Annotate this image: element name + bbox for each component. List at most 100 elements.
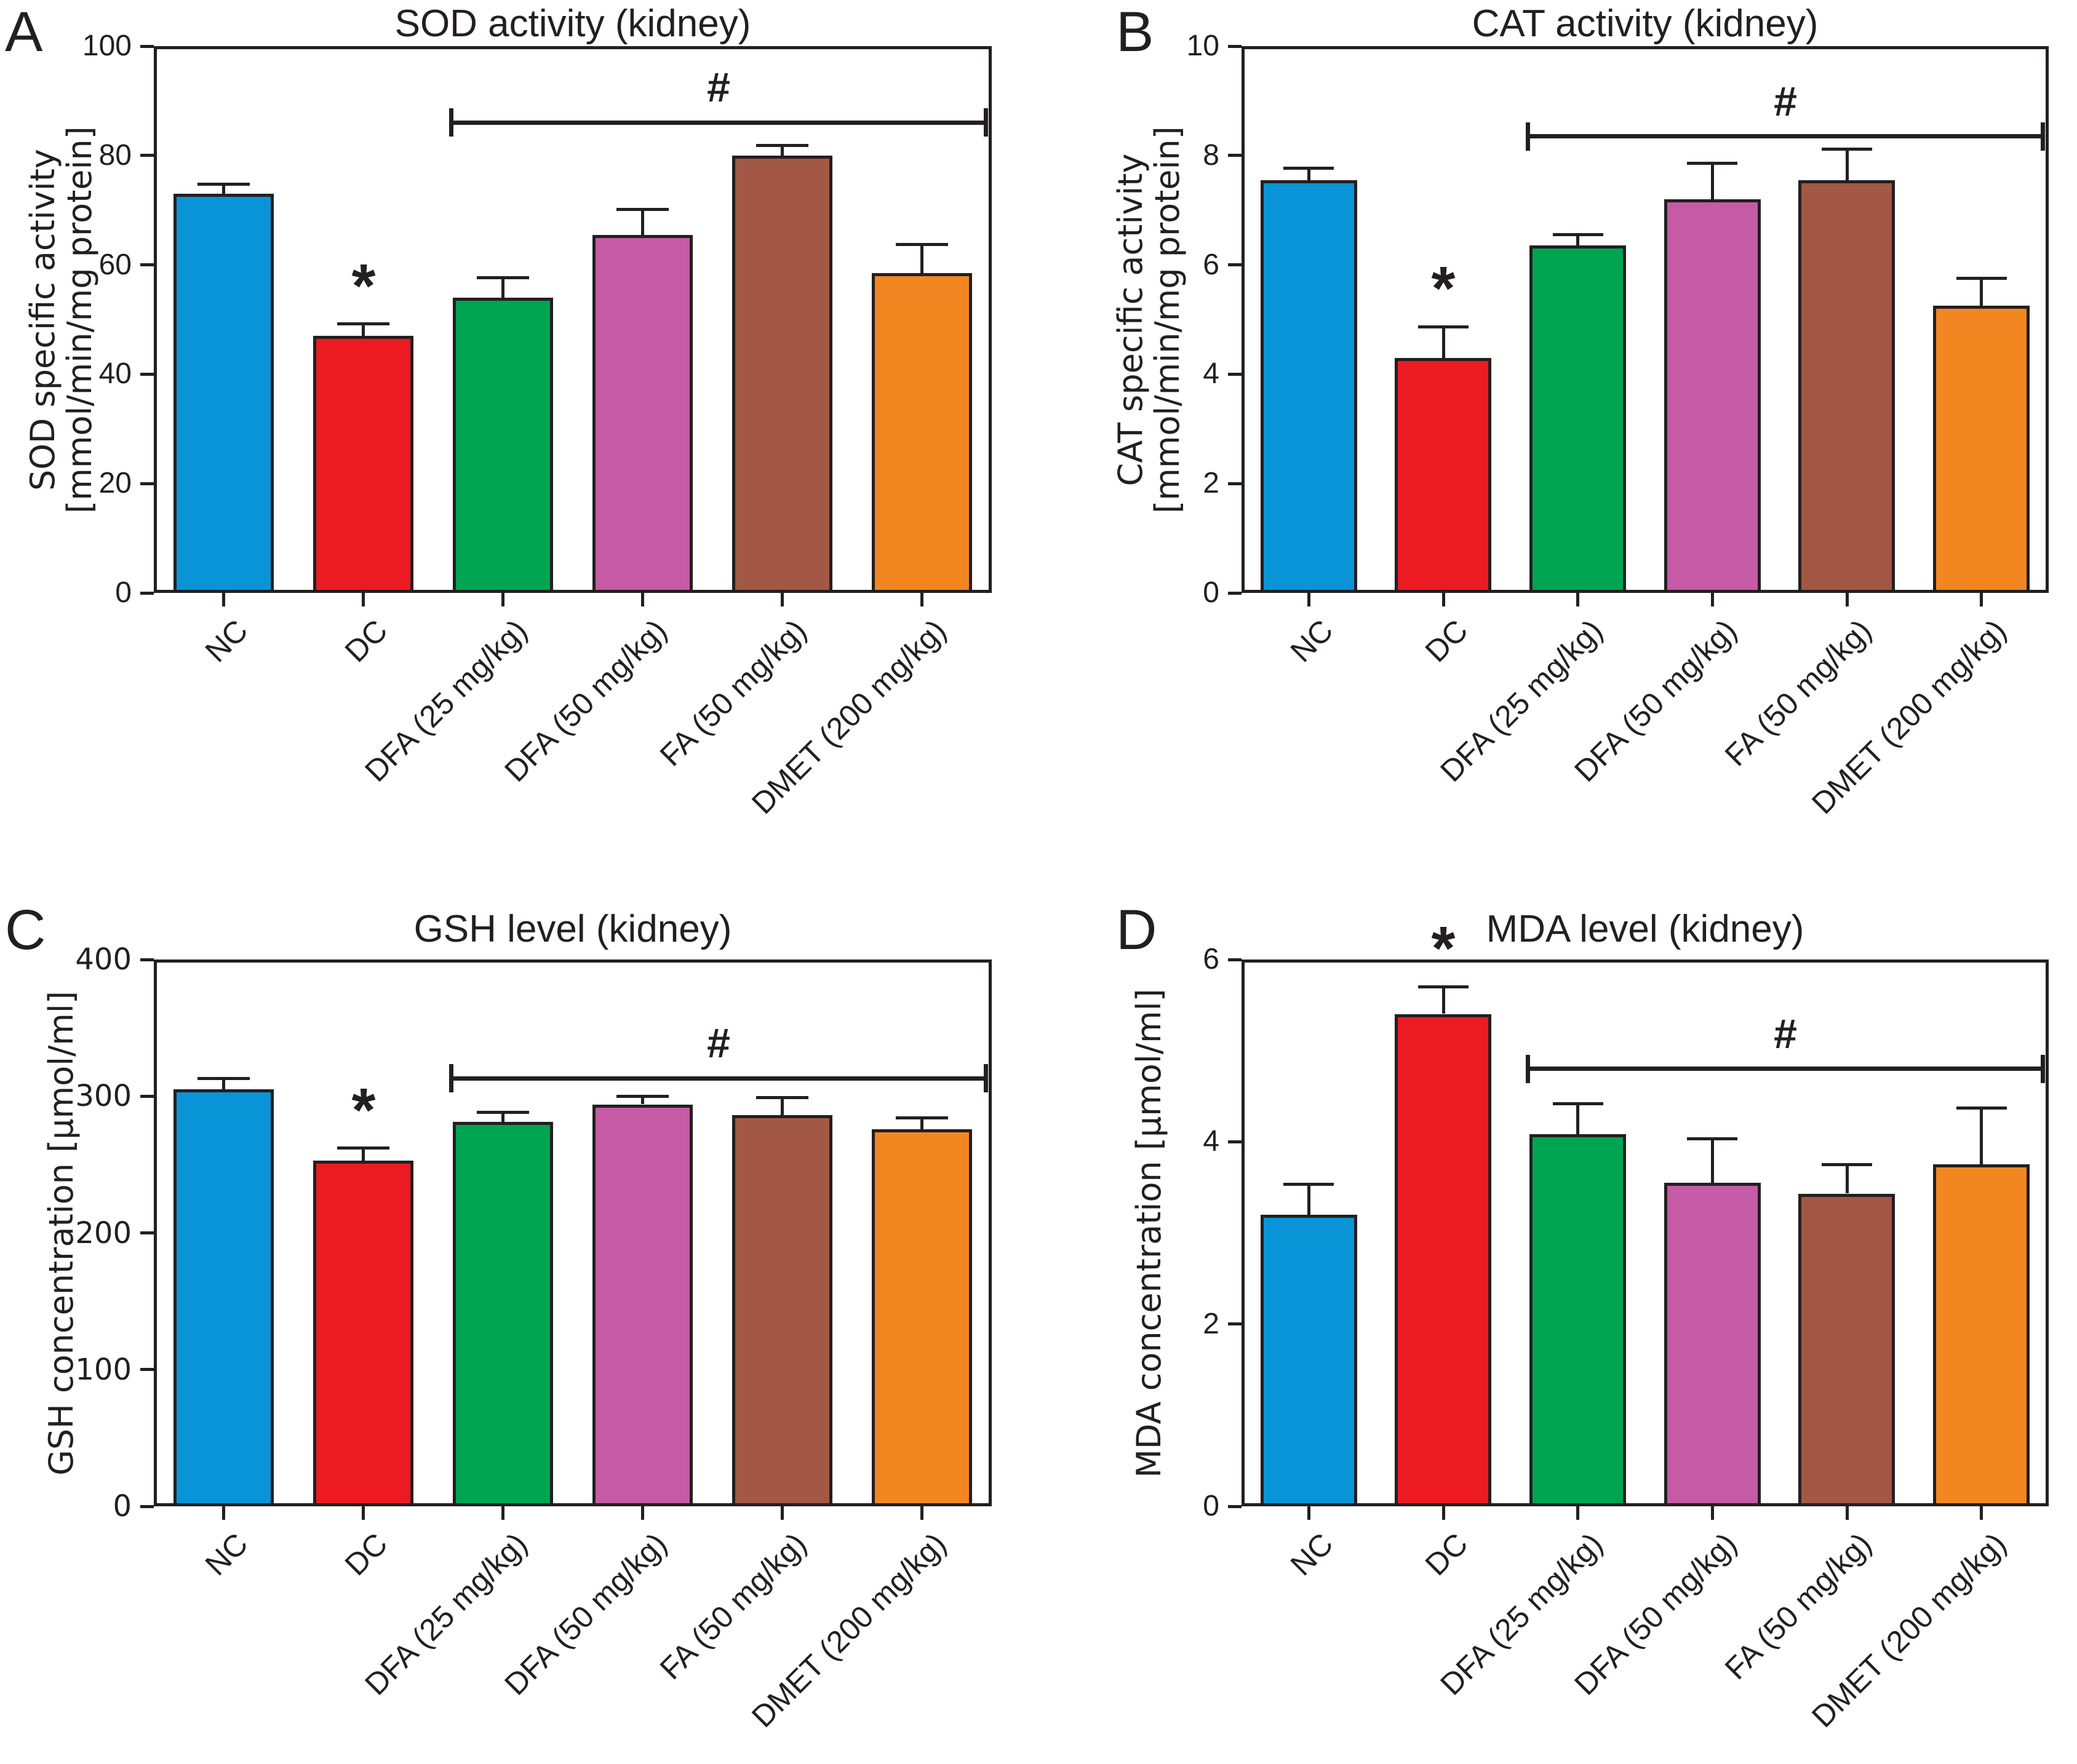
y-axis-label-line: [mmol/min/mg protein]	[60, 126, 99, 514]
error-bar-cap	[616, 1095, 669, 1098]
y-tick-label: 6	[1203, 943, 1219, 975]
x-tick-mark	[1576, 1506, 1579, 1520]
y-axis-label: SOD specific activity [mmol/min/mg protei…	[23, 47, 99, 594]
plot-frame	[154, 46, 992, 593]
error-bar-stem	[501, 278, 504, 298]
error-bar-cap	[1418, 985, 1469, 988]
x-tick-mark	[1980, 593, 1983, 606]
error-bar-stem	[222, 1078, 225, 1089]
y-tick-mark	[1228, 482, 1242, 485]
error-bar-stem	[781, 1097, 784, 1115]
panel-letter: D	[1116, 899, 1157, 961]
error-bar-stem	[1576, 1103, 1579, 1134]
y-tick-mark	[1228, 373, 1242, 376]
y-tick-mark	[140, 45, 154, 48]
bar-dfa-50	[1664, 1183, 1761, 1506]
y-tick-mark	[1228, 1322, 1242, 1325]
error-bar-stem	[1980, 279, 1983, 306]
y-tick-mark	[1228, 1140, 1242, 1143]
y-tick-label: 200	[75, 1216, 132, 1250]
bar-dc	[313, 1161, 413, 1506]
error-bar-cap	[1822, 148, 1872, 151]
panel-letter: B	[1116, 1, 1154, 63]
y-axis-label-line: [mmol/min/mg protein]	[1148, 126, 1187, 514]
y-axis-label: MDA concentration [µmol/ml]	[1130, 960, 1168, 1507]
error-bar-cap	[896, 1116, 948, 1119]
bar-dmet-200	[1933, 1164, 2030, 1506]
panel-letter: C	[5, 899, 46, 961]
x-tick-mark	[1576, 593, 1579, 606]
plot-frame	[154, 959, 992, 1506]
error-bar-stem	[222, 185, 225, 194]
plot-frame	[1242, 46, 2049, 593]
y-tick-mark	[140, 482, 154, 485]
error-bar-cap	[756, 1096, 808, 1099]
y-tick-label: 400	[75, 942, 132, 977]
x-axis-category-label: NC	[1283, 1526, 1340, 1583]
x-tick-mark	[920, 1506, 923, 1520]
y-tick-label: 4	[1203, 1125, 1219, 1158]
error-bar-cap	[896, 243, 948, 246]
y-tick-mark	[1228, 1505, 1242, 1508]
x-axis-category-label: DC	[338, 613, 394, 669]
y-axis-label: CAT specific activity [mmol/min/mg protei…	[1111, 47, 1187, 594]
x-tick-mark	[1980, 1506, 1983, 1520]
bar-dmet-200	[1933, 306, 2030, 593]
y-tick-label: 40	[98, 357, 132, 390]
significance-bracket-cap	[1526, 122, 1530, 151]
y-tick-mark	[140, 1368, 154, 1371]
y-tick-label: 20	[98, 467, 132, 499]
x-axis-category-label: NC	[1283, 613, 1340, 669]
error-bar-stem	[1576, 235, 1579, 246]
y-axis-label-line: SOD specific activity	[23, 149, 62, 491]
bar-nc	[173, 194, 274, 593]
y-tick-mark	[140, 1505, 154, 1508]
significance-bracket-cap	[2041, 1055, 2045, 1083]
error-bar-cap	[1283, 167, 1334, 170]
bar-dfa-25	[1529, 245, 1626, 593]
x-tick-mark	[1846, 1506, 1849, 1520]
x-tick-mark	[920, 593, 923, 606]
significance-bracket-cap	[449, 1064, 453, 1092]
x-axis-category-label: NC	[198, 613, 255, 669]
panel-d: D MDA level (kidney) MDA concentration [µm…	[1038, 882, 2077, 1764]
significance-bracket-cap	[2041, 122, 2045, 151]
bar-fa-50	[1798, 1194, 1895, 1506]
y-tick-label: 6	[1203, 248, 1219, 281]
y-tick-label: 0	[115, 576, 132, 609]
x-tick-mark	[222, 593, 225, 606]
bar-dfa-50	[592, 1105, 693, 1506]
x-axis-category-label: DC	[338, 1526, 394, 1583]
error-bar-stem	[501, 1113, 504, 1122]
significance-star: *	[351, 252, 376, 320]
error-bar-stem	[1711, 163, 1714, 199]
y-tick-label: 0	[1203, 576, 1219, 609]
x-tick-mark	[1307, 593, 1310, 606]
x-tick-mark	[362, 593, 365, 606]
significance-bracket-cap	[984, 108, 988, 137]
bar-fa-50	[732, 1115, 832, 1506]
plot-frame	[1242, 959, 2049, 1506]
x-tick-mark	[641, 593, 644, 606]
significance-bracket-line	[452, 121, 986, 125]
y-tick-mark	[140, 592, 154, 595]
x-axis-category-label: NC	[198, 1526, 255, 1583]
error-bar-cap	[1956, 1106, 2007, 1110]
error-bar-cap	[337, 322, 389, 325]
significance-bracket-line	[1528, 1067, 2043, 1071]
significance-hash-label: #	[1774, 78, 1797, 125]
bar-fa-50	[1798, 180, 1895, 593]
y-tick-mark	[140, 154, 154, 157]
x-axis-category-label: FA (50 mg/kg)	[653, 613, 813, 773]
significance-bracket-line	[1528, 134, 2043, 138]
y-axis-label-line: CAT specific activity	[1111, 153, 1150, 487]
y-tick-label: 10	[1186, 30, 1219, 62]
error-bar-cap	[477, 1111, 529, 1114]
y-tick-label: 2	[1203, 467, 1219, 499]
error-bar-stem	[1846, 1164, 1849, 1193]
error-bar-stem	[781, 146, 784, 156]
bar-dfa-25	[453, 1122, 553, 1506]
y-tick-mark	[140, 1095, 154, 1098]
y-axis-label-line: MDA concentration [µmol/ml]	[1130, 988, 1168, 1478]
